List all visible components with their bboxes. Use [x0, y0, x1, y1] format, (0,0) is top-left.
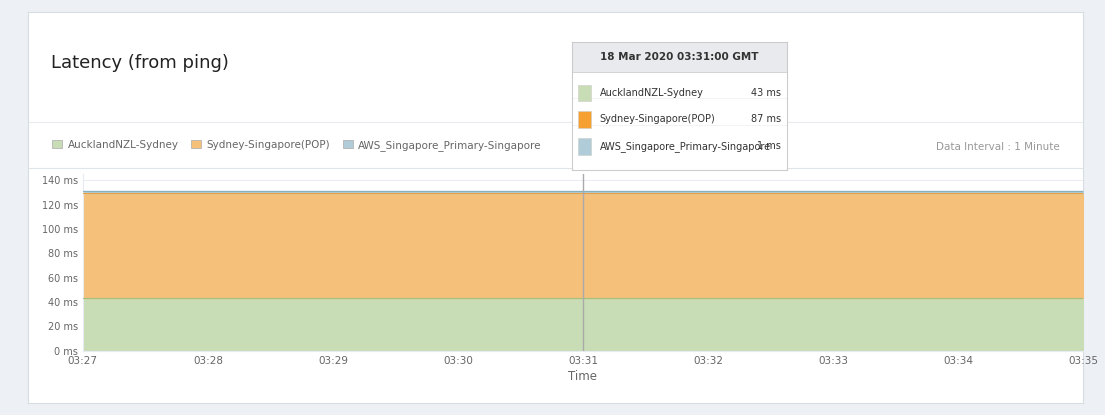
Text: Data Interval : 1 Minute: Data Interval : 1 Minute	[936, 142, 1060, 152]
Bar	[572, 42, 787, 72]
X-axis label: Time: Time	[568, 370, 598, 383]
Text: Sydney-Singapore(POP): Sydney-Singapore(POP)	[600, 115, 716, 124]
Text: 87 ms: 87 ms	[750, 115, 781, 124]
Text: 43 ms: 43 ms	[751, 88, 781, 98]
Text: AucklandNZL-Sydney: AucklandNZL-Sydney	[600, 88, 704, 98]
Text: 18 Mar 2020 03:31:00 GMT: 18 Mar 2020 03:31:00 GMT	[600, 52, 759, 62]
Text: AWS_Singapore_Primary-Singapore: AWS_Singapore_Primary-Singapore	[600, 141, 771, 152]
Bar	[578, 111, 591, 128]
Text: Latency (from ping): Latency (from ping)	[51, 54, 229, 72]
Text: 1 ms: 1 ms	[757, 142, 781, 151]
Bar	[578, 85, 591, 101]
Bar	[578, 138, 591, 155]
Legend: AucklandNZL-Sydney, Sydney-Singapore(POP), AWS_Singapore_Primary-Singapore: AucklandNZL-Sydney, Sydney-Singapore(POP…	[52, 139, 541, 151]
